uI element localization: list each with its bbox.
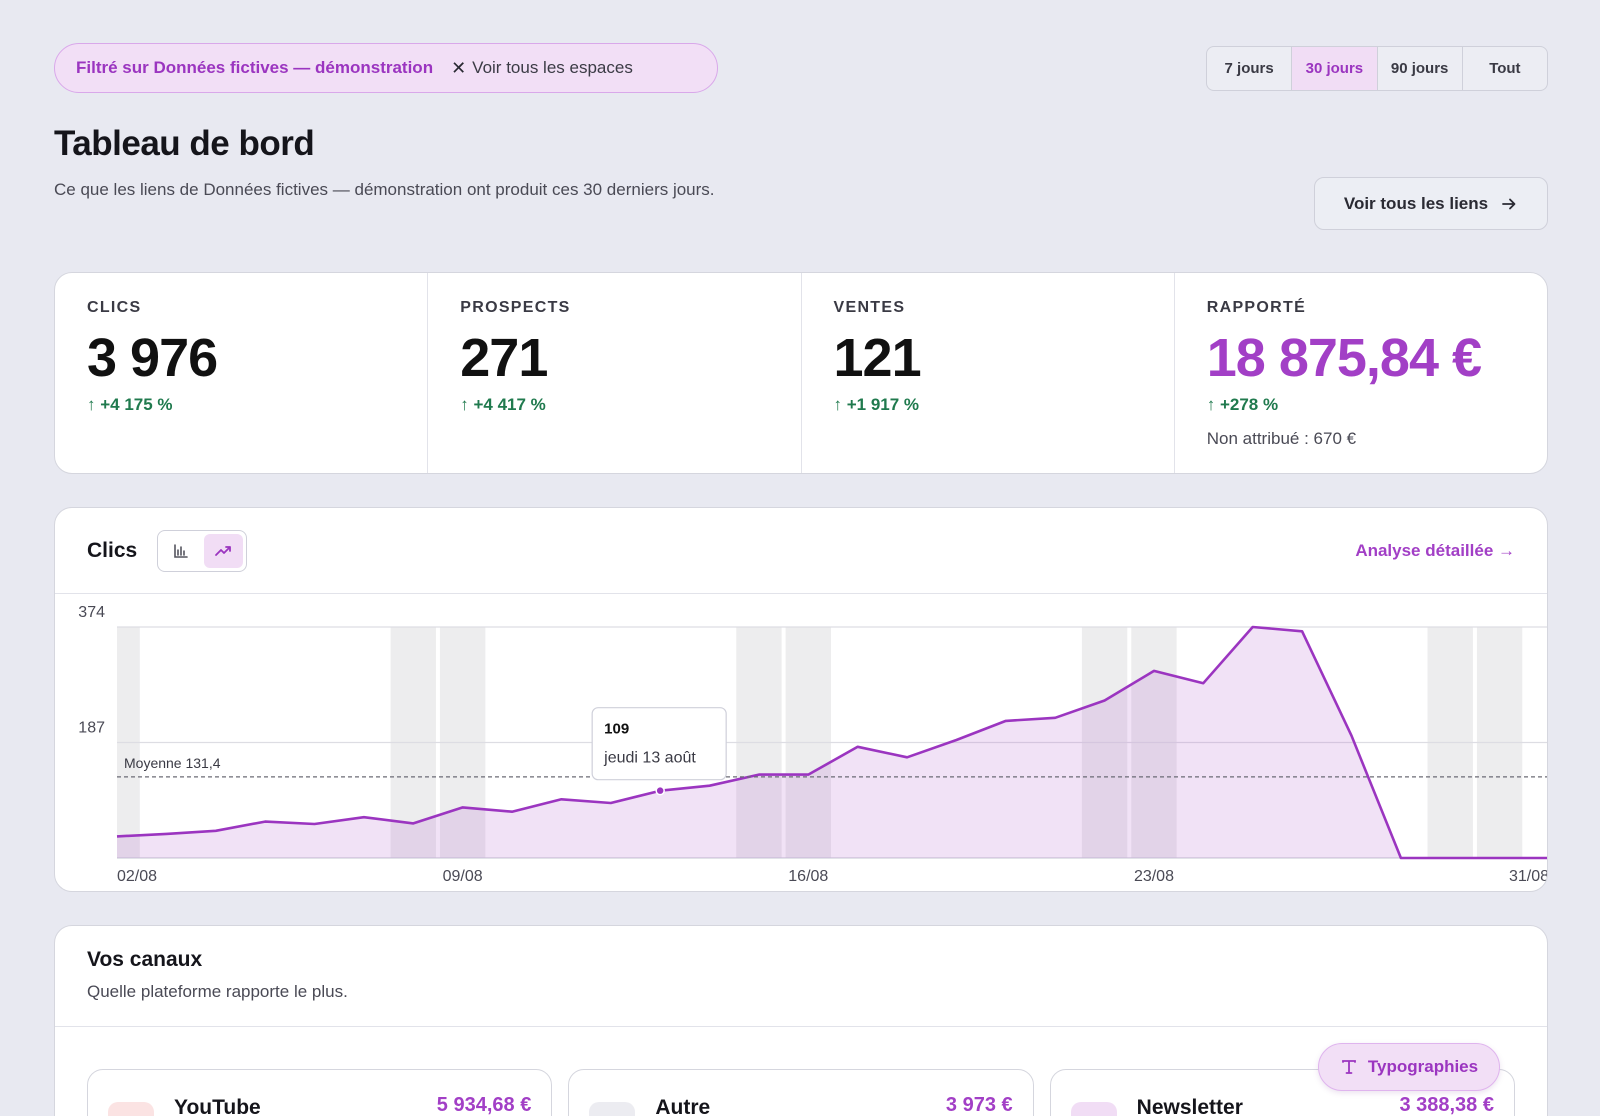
kpi-delta: ↑ +4 175 % (87, 395, 173, 414)
kpi-value: 121 (833, 328, 922, 388)
chart-title: Clics (87, 539, 138, 562)
clicks-chart-card: Clics Analyse détaillée → 374 187 Moyenne … (54, 507, 1548, 892)
channel-value: 3 973 € (945, 1094, 1013, 1116)
y-tick-label: 374 (78, 604, 105, 621)
filter-label: Filtré sur Données fictives — démonstrat… (76, 58, 434, 77)
tooltip-date: jeudi 13 août (603, 750, 696, 767)
text-icon (1341, 1060, 1356, 1074)
period-all[interactable]: Tout (1489, 60, 1521, 77)
x-tick-label: 23/08 (1134, 868, 1174, 885)
series-line (116, 625, 1547, 860)
youtube-icon (108, 1102, 154, 1116)
typography-label: Typographies (1367, 1057, 1479, 1076)
period-90-days[interactable]: 90 jours (1378, 47, 1463, 90)
kpi-label: PROSPECTS (460, 299, 571, 316)
kpi-value: 3 976 (87, 328, 218, 388)
other-icon (589, 1102, 636, 1116)
kpi-revenue: RAPPORTÉ 18 875,84 € ↑ +278 % Non attrib… (1175, 273, 1547, 473)
channel-card-youtube[interactable]: YouTube 5 934,68 € (87, 1069, 553, 1116)
page-subtitle: Ce que les liens de Données fictives — d… (54, 180, 715, 199)
clear-filter-button[interactable]: ✕ Voir tous les espaces (451, 58, 633, 79)
close-icon: ✕ (451, 57, 467, 78)
chart-header: Clics Analyse détaillée → (55, 508, 1547, 594)
line-chart-toggle[interactable] (204, 534, 243, 568)
detailed-analysis-link[interactable]: Analyse détaillée → (1355, 541, 1515, 560)
kpi-delta: ↑ +1 917 % (833, 395, 920, 414)
filter-pill: Filtré sur Données fictives — démonstrat… (54, 43, 718, 93)
arrow-right-icon (1502, 198, 1516, 209)
kpi-value: 271 (460, 328, 548, 388)
newsletter-icon (1070, 1102, 1117, 1116)
y-tick-label: 187 (78, 720, 105, 737)
hover-point (655, 785, 665, 796)
series-area (117, 627, 1547, 858)
channels-header: Vos canaux Quelle plateforme rapporte le… (55, 926, 1547, 1027)
kpi-sales: VENTES 121 ↑ +1 917 % (802, 273, 1175, 473)
period-7-days[interactable]: 7 jours (1207, 47, 1293, 90)
channel-value: 3 388,38 € (1399, 1094, 1494, 1116)
kpi-delta: ↑ +4 417 % (460, 395, 546, 414)
channel-card-other[interactable]: Autre 3 973 € (568, 1069, 1034, 1116)
kpi-value: 18 875,84 € (1206, 328, 1482, 388)
channel-name: YouTube (174, 1096, 261, 1116)
x-tick-label: 02/08 (117, 868, 157, 885)
period-selector: 7 jours 30 jours 90 jours Tout (1206, 46, 1548, 91)
x-tick-label: 16/08 (788, 868, 828, 885)
channel-cards: YouTube 5 934,68 € Autre 3 973 € Newslet… (87, 1069, 1515, 1116)
x-tick-label: 31/08 (1509, 868, 1548, 885)
kpi-delta: ↑ +278 % (1206, 395, 1279, 414)
kpi-prospects: PROSPECTS 271 ↑ +4 417 % (428, 273, 802, 473)
kpi-clicks: CLICS 3 976 ↑ +4 175 % (55, 273, 429, 473)
bar-chart-toggle[interactable] (161, 534, 200, 568)
channels-subtitle: Quelle plateforme rapporte le plus. (87, 982, 348, 1001)
all-links-button[interactable]: Voir tous les liens (1314, 177, 1548, 230)
bar-chart-icon (173, 544, 188, 558)
kpi-label: RAPPORTÉ (1206, 299, 1307, 316)
channel-name: Newsletter (1136, 1096, 1243, 1116)
page-title: Tableau de bord (54, 124, 315, 163)
all-links-label: Voir tous les liens (1343, 193, 1489, 213)
chart-type-toggle (157, 530, 247, 572)
channel-name: Autre (655, 1096, 711, 1116)
channels-title: Vos canaux (87, 948, 203, 971)
channels-card: Vos canaux Quelle plateforme rapporte le… (54, 925, 1548, 1116)
average-label: Moyenne 131,4 (124, 755, 221, 771)
kpi-card: CLICS 3 976 ↑ +4 175 % PROSPECTS 271 ↑ +… (54, 272, 1548, 474)
x-tick-label: 09/08 (443, 868, 483, 885)
trending-up-icon (214, 546, 231, 556)
period-30-days[interactable]: 30 jours (1292, 47, 1378, 90)
typography-button[interactable]: Typographies (1318, 1043, 1500, 1091)
clicks-area-chart: 374 187 Moyenne 131,4 02/08 09/08 16/08 23/08 3… (78, 604, 1548, 885)
channel-value: 5 934,68 € (436, 1094, 532, 1116)
kpi-note: Non attribué : 670 € (1206, 429, 1357, 448)
clear-filter-label: Voir tous les espaces (472, 58, 633, 77)
kpi-label: CLICS (87, 299, 142, 316)
channel-card-newsletter[interactable]: Newsletter 3 388,38 € (1049, 1069, 1515, 1116)
tooltip-value: 109 (604, 721, 629, 738)
kpi-label: VENTES (833, 299, 906, 316)
tooltip-box (591, 707, 727, 781)
